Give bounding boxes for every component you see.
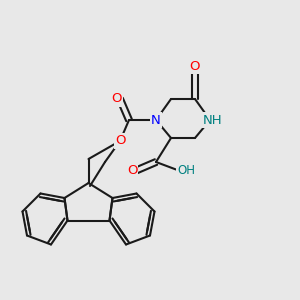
Text: O: O: [190, 59, 200, 73]
Text: O: O: [112, 92, 122, 106]
Text: O: O: [115, 134, 125, 148]
Text: OH: OH: [177, 164, 195, 178]
Text: N: N: [151, 113, 161, 127]
Text: O: O: [127, 164, 137, 178]
Text: NH: NH: [203, 113, 223, 127]
